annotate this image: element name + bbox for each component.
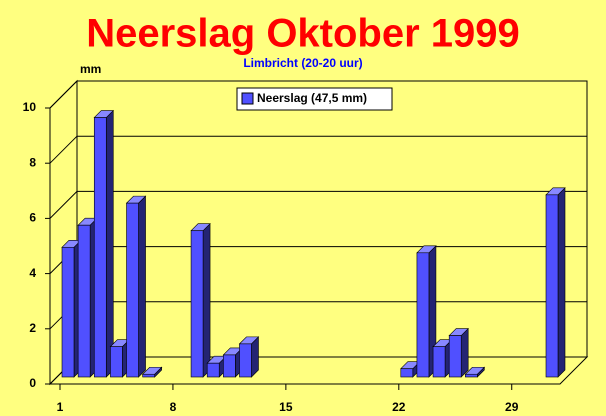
bar <box>400 368 414 378</box>
x-tick-label: 29 <box>505 400 519 414</box>
bar <box>448 335 462 378</box>
bar <box>93 117 107 378</box>
bar <box>465 373 478 378</box>
bar <box>239 343 252 378</box>
chart-subtitle: Limbricht (20-20 uur) <box>243 56 362 70</box>
x-tick-label: 1 <box>57 400 64 414</box>
bar <box>206 362 220 378</box>
bar <box>77 224 91 378</box>
bar-side <box>105 109 114 378</box>
bar <box>223 354 236 378</box>
bar <box>432 346 446 378</box>
grid-line <box>49 135 78 164</box>
x-tick-label: 8 <box>170 400 177 414</box>
back-wall <box>76 80 588 358</box>
y-axis-label: mm <box>80 62 101 76</box>
grid-line <box>49 191 78 219</box>
y-tick-label: 8 <box>29 155 36 169</box>
y-tick-label: 6 <box>29 211 36 225</box>
bar <box>416 252 430 378</box>
legend-box <box>236 87 393 111</box>
x-tick-label: 22 <box>392 400 406 414</box>
grid-line <box>49 80 78 109</box>
y-tick-label: 2 <box>29 321 36 335</box>
y-tick-label: 0 <box>29 376 36 390</box>
legend-swatch <box>241 92 254 105</box>
bar <box>110 346 123 378</box>
bar <box>545 194 559 378</box>
bar-side <box>202 222 211 378</box>
bar-side <box>460 327 469 378</box>
bar <box>126 202 139 378</box>
y-tick-label: 10 <box>23 100 37 114</box>
bar <box>61 246 75 378</box>
bar <box>190 230 204 378</box>
bar-side <box>557 187 566 378</box>
x-tick-label: 15 <box>279 400 293 414</box>
legend-label: Neerslag (47,5 mm) <box>257 91 367 105</box>
chart-title: Neerslag Oktober 1999 <box>86 12 520 56</box>
bar <box>142 373 155 378</box>
y-tick-label: 4 <box>29 266 36 280</box>
bar-side <box>138 195 146 378</box>
